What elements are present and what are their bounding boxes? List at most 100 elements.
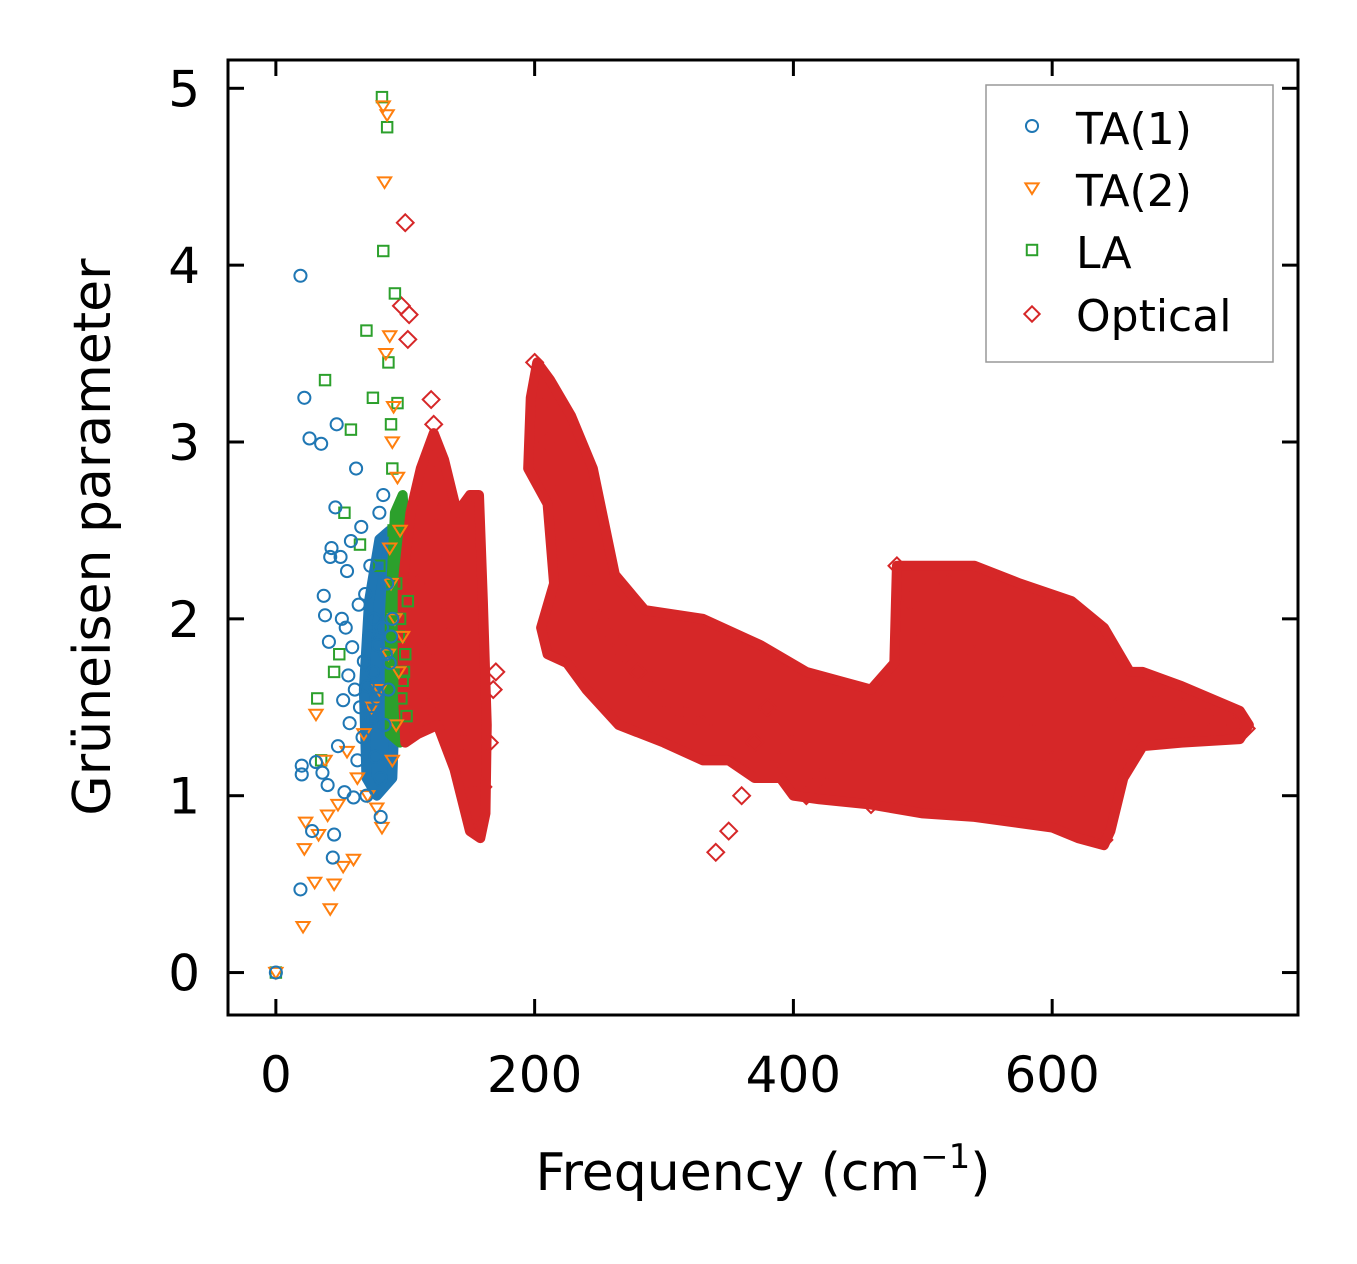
point-optical-59 — [1094, 830, 1114, 850]
point-optical-23 — [524, 352, 545, 373]
point-optical-6 — [425, 449, 445, 470]
point-optical-10 — [438, 626, 458, 647]
legend-label-ta1: TA(1) — [1075, 104, 1192, 155]
point-ta1-46 — [364, 710, 379, 725]
point-optical-34 — [641, 679, 661, 700]
point-optical-24 — [531, 396, 551, 417]
point-optical-39 — [705, 842, 726, 863]
point-ta1-29 — [342, 716, 357, 731]
point-ta2-5 — [307, 708, 325, 723]
point-ta1-47 — [365, 664, 380, 679]
point-ta2-34 — [387, 719, 405, 733]
point-optical-62 — [1145, 679, 1166, 700]
point-optical-27 — [550, 502, 571, 523]
x-tick-label-400: 400 — [746, 1046, 841, 1104]
point-ta1-0 — [268, 965, 283, 980]
plot-frame — [226, 58, 1300, 1017]
data-points — [267, 90, 1257, 981]
point-optical-28 — [563, 538, 584, 558]
point-la-24 — [395, 692, 408, 705]
point-optical-58 — [1068, 785, 1088, 806]
point-ta1-55 — [374, 620, 390, 635]
point-ta2-27 — [381, 330, 399, 344]
point-ta1-28 — [341, 668, 356, 683]
point-optical-21 — [483, 679, 504, 700]
legend-label-ta2: TA(2) — [1075, 166, 1192, 217]
point-optical-20 — [479, 732, 500, 753]
point-ta2-4 — [306, 876, 324, 891]
point-la-27 — [399, 647, 412, 661]
point-optical-47 — [809, 768, 830, 788]
point-ta1-22 — [333, 549, 348, 565]
x-axis-label-main: Frequency (cm — [535, 1143, 920, 1203]
legend-marker-optical — [1022, 304, 1042, 324]
y-tick-label-4: 4 — [168, 237, 200, 295]
legend-marker-ta2 — [1023, 182, 1041, 196]
point-la-9 — [360, 324, 373, 337]
point-optical-60 — [1107, 697, 1127, 718]
point-optical-9 — [434, 591, 454, 611]
point-ta1-59 — [380, 576, 395, 591]
point-optical-57 — [1042, 750, 1062, 771]
y-tick-label-0: 0 — [168, 945, 200, 1003]
point-ta1-61 — [382, 656, 397, 671]
point-ta2-25 — [378, 109, 396, 123]
point-la-19 — [388, 287, 402, 300]
point-ta2-17 — [359, 790, 377, 804]
point-optical-19 — [473, 777, 493, 797]
point-optical-26 — [544, 467, 564, 488]
y-tick-label-1: 1 — [168, 768, 200, 826]
point-optical-35 — [654, 688, 674, 709]
point-ta1-42 — [359, 788, 374, 803]
point-cloud-optical-3 — [523, 357, 1254, 851]
point-ta1-14 — [321, 634, 336, 649]
point-ta2-24 — [377, 347, 395, 362]
point-ta1-12 — [317, 608, 333, 623]
point-optical-33 — [628, 662, 648, 682]
point-optical-2 — [399, 304, 419, 325]
point-ta1-49 — [368, 749, 383, 764]
point-optical-53 — [938, 573, 959, 594]
point-ta2-14 — [345, 853, 362, 868]
point-optical-52 — [912, 626, 933, 647]
point-ta2-31 — [383, 754, 401, 769]
point-optical-15 — [447, 679, 467, 700]
point-optical-3 — [398, 329, 418, 350]
point-optical-0 — [395, 212, 416, 233]
legend: TA(1) TA(2) LA Optical — [985, 84, 1274, 363]
point-ta2-0 — [267, 966, 285, 981]
point-ta1-43 — [360, 679, 375, 694]
point-ta1-19 — [328, 500, 343, 515]
point-la-10 — [366, 391, 380, 405]
point-optical-65 — [1223, 715, 1244, 735]
point-ta1-36 — [351, 597, 366, 612]
y-tick-label-2: 2 — [168, 591, 200, 649]
point-ta1-51 — [371, 638, 386, 653]
point-ta2-32 — [385, 401, 403, 415]
point-ta1-32 — [346, 790, 361, 805]
legend-marker-ta1 — [1024, 118, 1040, 134]
point-optical-45 — [783, 732, 804, 753]
point-la-11 — [373, 559, 386, 573]
axis-ticks: 0 200 400 600 0 1 2 3 4 5 — [168, 60, 1298, 1104]
x-tick-label-200: 200 — [487, 1046, 582, 1104]
point-optical-51 — [900, 591, 920, 611]
point-optical-66 — [1236, 718, 1257, 739]
point-ta1-41 — [358, 587, 373, 602]
point-ta1-30 — [343, 533, 358, 549]
point-ta1-45 — [363, 558, 378, 573]
point-ta1-58 — [378, 647, 393, 662]
point-ta2-38 — [394, 630, 412, 645]
point-ta1-26 — [338, 620, 353, 635]
point-ta1-9 — [314, 436, 329, 451]
point-ta1-11 — [316, 588, 331, 603]
point-la-12 — [375, 90, 389, 104]
point-ta1-38 — [354, 519, 369, 534]
point-la-21 — [391, 396, 404, 410]
point-la-13 — [377, 244, 390, 258]
point-ta2-10 — [325, 878, 343, 892]
point-optical-48 — [835, 750, 855, 771]
point-ta1-63 — [385, 611, 400, 626]
point-la-5 — [333, 647, 346, 661]
point-ta1-57 — [377, 717, 392, 733]
